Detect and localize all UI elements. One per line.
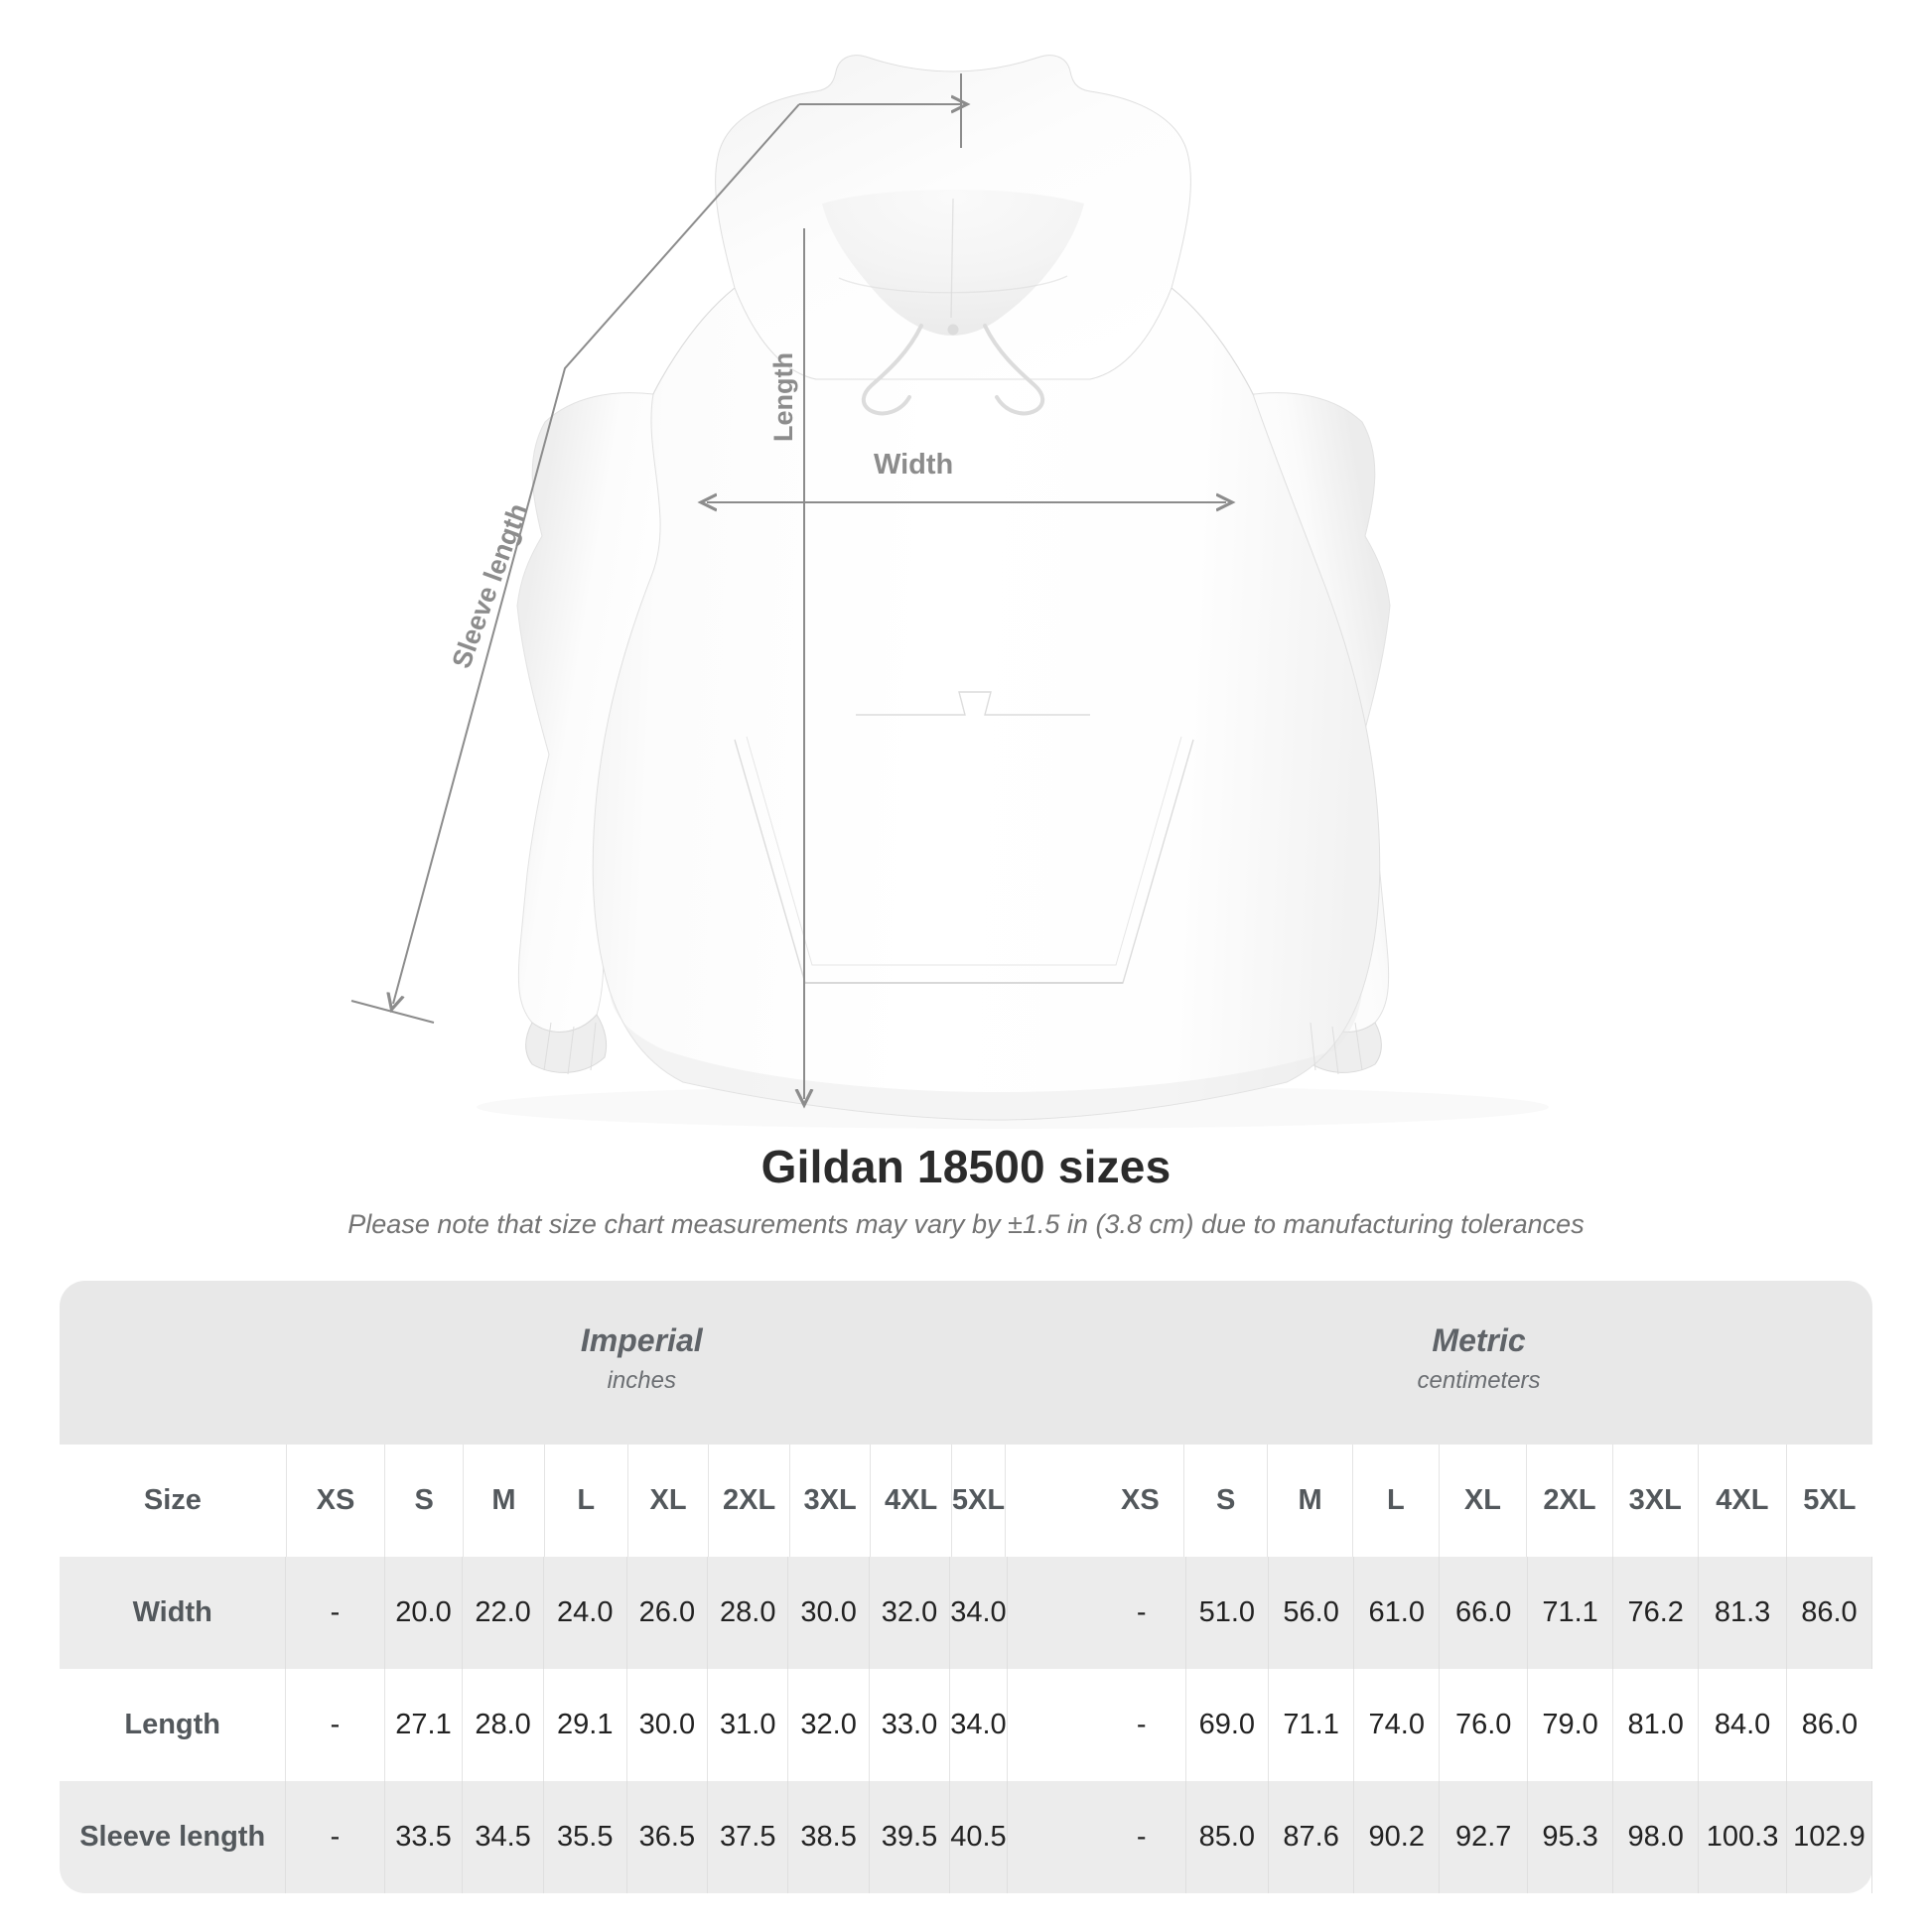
svg-text:Length: Length xyxy=(768,352,798,442)
svg-text:Width: Width xyxy=(874,449,953,481)
